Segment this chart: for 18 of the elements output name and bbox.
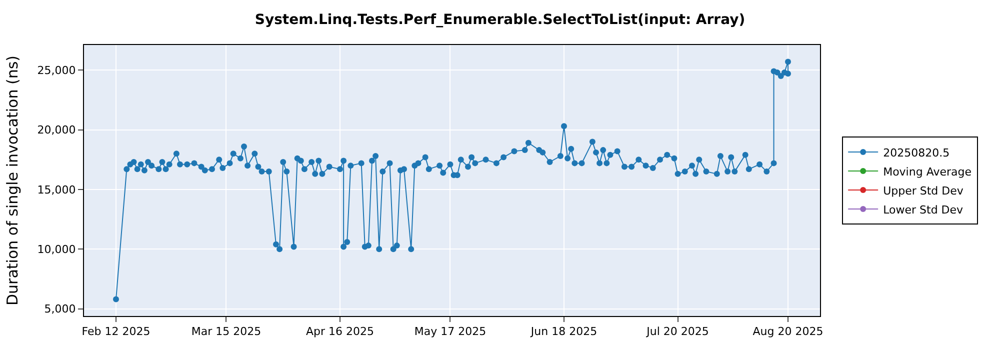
- x-tick-label: Aug 20 2025: [752, 325, 824, 338]
- y-tick-label: 10,000: [37, 243, 76, 256]
- y-tick-label: 15,000: [37, 183, 76, 196]
- legend-label: Lower Std Dev: [883, 203, 964, 216]
- x-tick-label: Jun 18 2025: [530, 325, 598, 338]
- legend-label: Moving Average: [883, 165, 972, 178]
- x-tick-label: May 17 2025: [414, 325, 486, 338]
- legend-label: 20250820.5: [883, 146, 950, 160]
- y-tick-label: 25,000: [37, 64, 76, 77]
- x-tick-label: Mar 15 2025: [191, 325, 262, 338]
- x-tick-label: Apr 16 2025: [306, 325, 374, 338]
- x-tick-label: Jul 20 2025: [646, 325, 709, 338]
- y-tick-label: 20,000: [37, 124, 76, 137]
- x-tick-label: Feb 12 2025: [82, 325, 150, 338]
- y-tick-label: 5,000: [44, 302, 76, 316]
- y-axis-title: Duration of single invocation (ns): [4, 55, 22, 306]
- legend-label: Upper Std Dev: [883, 184, 964, 198]
- chart-title: System.Linq.Tests.Perf_Enumerable.SelectToList(input: Array): [254, 12, 746, 28]
